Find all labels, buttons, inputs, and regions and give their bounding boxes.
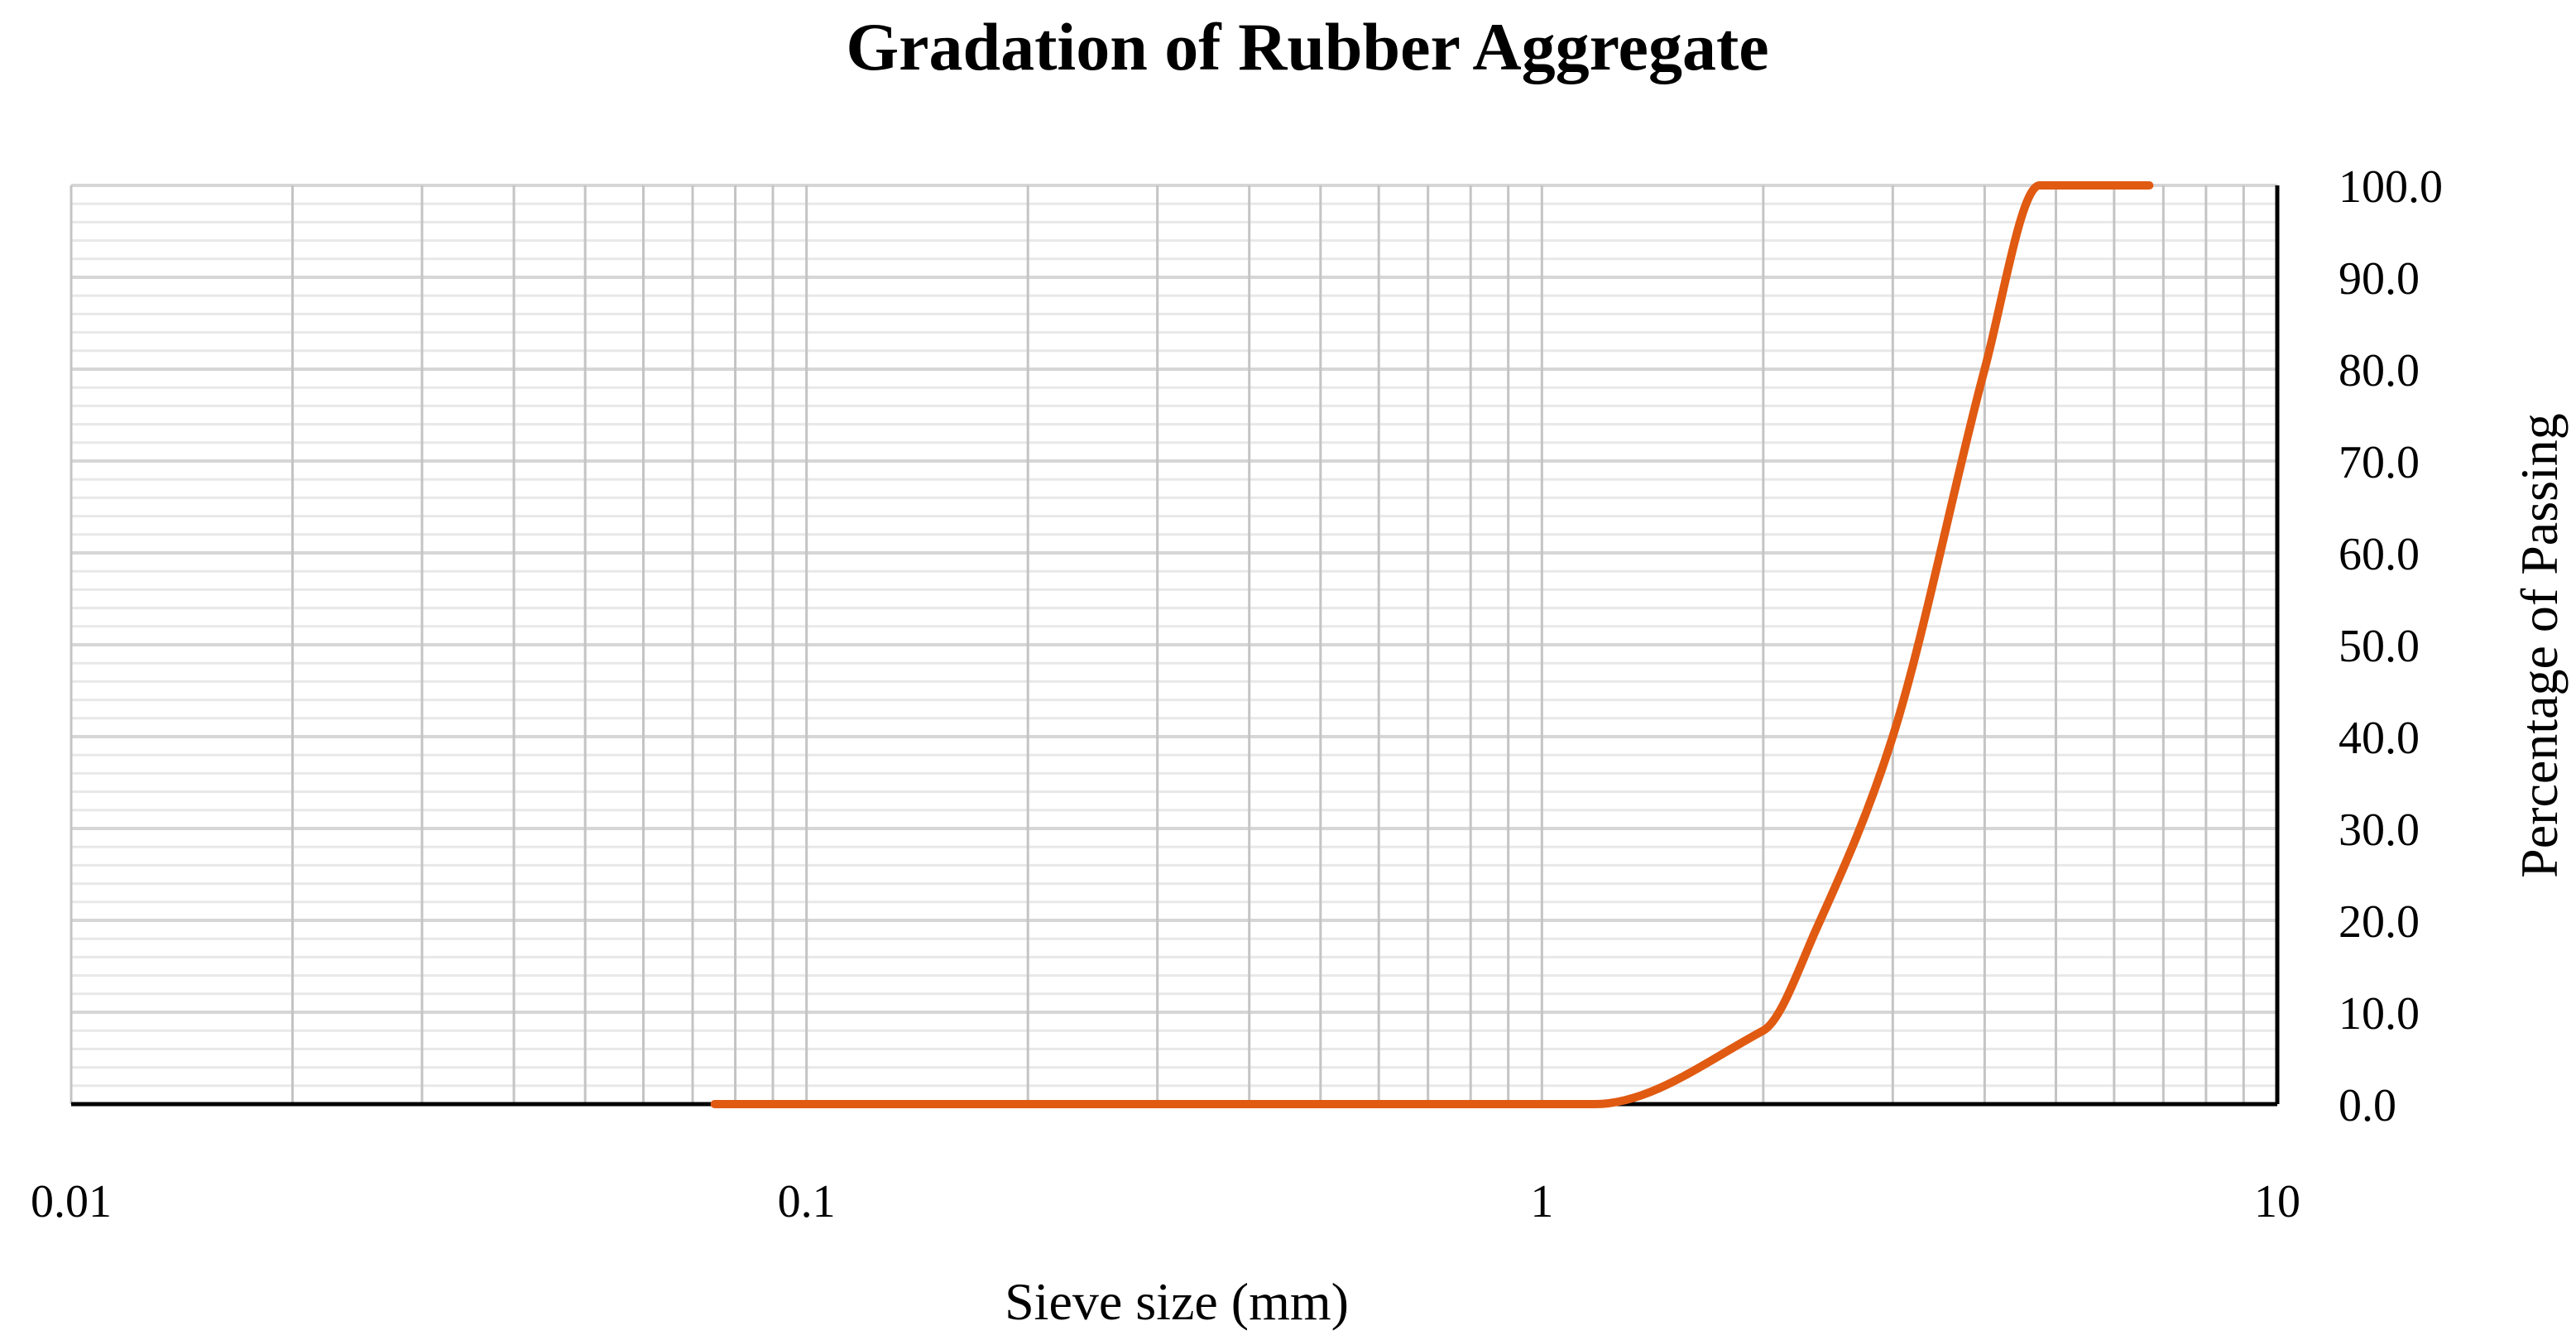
- y-tick-label: 0.0: [2339, 1080, 2396, 1131]
- y-tick-label: 20.0: [2339, 896, 2420, 948]
- x-tick-label: 10: [2254, 1176, 2300, 1227]
- y-tick-label: 80.0: [2339, 345, 2420, 396]
- y-axis-title: Percentage of Passing: [2510, 413, 2569, 878]
- series-group: [710, 180, 2154, 1108]
- y-tick-label: 40.0: [2339, 713, 2420, 764]
- y-tick-label: 10.0: [2339, 988, 2420, 1040]
- x-axis-title: Sieve size (mm): [1005, 1272, 1349, 1331]
- major-gridlines: [70, 184, 2279, 1104]
- y-tick-label: 90.0: [2339, 253, 2420, 305]
- y-tick-label: 60.0: [2339, 529, 2420, 580]
- x-tick-label: 0.1: [778, 1176, 836, 1227]
- x-tick-label: 1: [1530, 1176, 1553, 1227]
- minor-gridlines: [71, 202, 2277, 1088]
- y-tick-label: 100.0: [2339, 161, 2443, 213]
- x-tick-label: 0.01: [31, 1176, 112, 1227]
- y-tick-label: 70.0: [2339, 437, 2420, 488]
- x-tick-labels: 0.01 0.1 1 10: [31, 1176, 2300, 1227]
- chart-title: Gradation of Rubber Aggregate: [846, 9, 1768, 84]
- y-tick-label: 50.0: [2339, 621, 2420, 672]
- y-tick-label: 30.0: [2339, 804, 2420, 856]
- series-line-0: [710, 180, 2154, 1108]
- y-tick-labels: 0.0 10.0 20.0 30.0 40.0 50.0 60.0 70.0 80.0 90.0 1…: [2339, 161, 2443, 1131]
